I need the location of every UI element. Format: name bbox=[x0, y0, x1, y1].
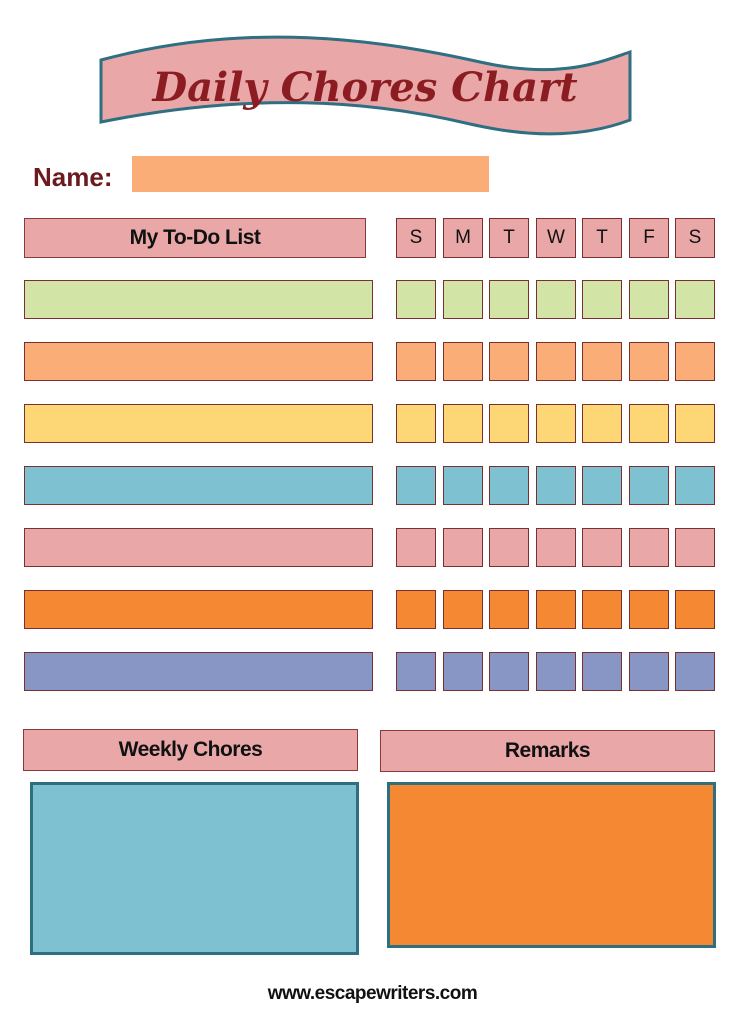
day-checkbox[interactable] bbox=[396, 466, 436, 505]
chore-task-field[interactable] bbox=[24, 652, 373, 691]
day-checkbox[interactable] bbox=[443, 652, 483, 691]
day-checkbox[interactable] bbox=[443, 280, 483, 319]
day-checkbox[interactable] bbox=[582, 466, 622, 505]
day-checkbox[interactable] bbox=[675, 466, 715, 505]
day-checkbox[interactable] bbox=[629, 590, 669, 629]
day-checkbox[interactable] bbox=[396, 652, 436, 691]
day-checkbox[interactable] bbox=[675, 652, 715, 691]
day-checkbox[interactable] bbox=[582, 590, 622, 629]
chore-task-field[interactable] bbox=[24, 528, 373, 567]
day-checkbox[interactable] bbox=[536, 652, 576, 691]
day-checkbox[interactable] bbox=[443, 342, 483, 381]
day-checkbox[interactable] bbox=[582, 528, 622, 567]
day-checkbox[interactable] bbox=[489, 280, 529, 319]
day-checkbox[interactable] bbox=[396, 280, 436, 319]
day-checkbox[interactable] bbox=[396, 528, 436, 567]
day-checkbox[interactable] bbox=[629, 466, 669, 505]
footer-url: www.escapewriters.com bbox=[267, 983, 478, 1004]
day-checkbox[interactable] bbox=[443, 404, 483, 443]
name-field[interactable] bbox=[132, 156, 489, 192]
day-checkbox[interactable] bbox=[396, 404, 436, 443]
day-header: W bbox=[536, 218, 576, 258]
day-checkbox[interactable] bbox=[675, 280, 715, 319]
day-checkbox[interactable] bbox=[489, 528, 529, 567]
day-checkbox[interactable] bbox=[629, 652, 669, 691]
day-checkbox[interactable] bbox=[489, 404, 529, 443]
day-checkbox[interactable] bbox=[629, 280, 669, 319]
day-checkbox[interactable] bbox=[489, 590, 529, 629]
day-checkbox[interactable] bbox=[489, 466, 529, 505]
day-checkbox[interactable] bbox=[396, 342, 436, 381]
name-label: Name: bbox=[33, 162, 113, 192]
day-header: T bbox=[489, 218, 529, 258]
day-checkbox[interactable] bbox=[443, 528, 483, 567]
remarks-box[interactable] bbox=[387, 782, 716, 948]
day-checkbox[interactable] bbox=[489, 652, 529, 691]
chore-task-field[interactable] bbox=[24, 342, 373, 381]
weekly-chores-header: Weekly Chores bbox=[23, 729, 358, 771]
day-checkbox[interactable] bbox=[536, 280, 576, 319]
todo-list-header: My To-Do List bbox=[24, 218, 366, 258]
day-checkbox[interactable] bbox=[536, 528, 576, 567]
day-header: S bbox=[675, 218, 715, 258]
day-checkbox[interactable] bbox=[443, 466, 483, 505]
day-header: F bbox=[629, 218, 669, 258]
day-header: M bbox=[443, 218, 483, 258]
day-checkbox[interactable] bbox=[582, 342, 622, 381]
chore-task-field[interactable] bbox=[24, 590, 373, 629]
day-checkbox[interactable] bbox=[675, 590, 715, 629]
day-checkbox[interactable] bbox=[443, 590, 483, 629]
title-banner bbox=[99, 35, 632, 136]
chore-task-field[interactable] bbox=[24, 280, 373, 319]
day-checkbox[interactable] bbox=[582, 404, 622, 443]
day-checkbox[interactable] bbox=[582, 652, 622, 691]
day-checkbox[interactable] bbox=[629, 404, 669, 443]
remarks-header: Remarks bbox=[380, 730, 715, 772]
day-checkbox[interactable] bbox=[536, 590, 576, 629]
day-checkbox[interactable] bbox=[629, 528, 669, 567]
day-header: T bbox=[582, 218, 622, 258]
day-checkbox[interactable] bbox=[536, 466, 576, 505]
chore-task-field[interactable] bbox=[24, 404, 373, 443]
chore-task-field[interactable] bbox=[24, 466, 373, 505]
day-checkbox[interactable] bbox=[536, 404, 576, 443]
day-checkbox[interactable] bbox=[675, 528, 715, 567]
weekly-chores-box[interactable] bbox=[30, 782, 359, 955]
day-checkbox[interactable] bbox=[489, 342, 529, 381]
day-header: S bbox=[396, 218, 436, 258]
day-checkbox[interactable] bbox=[396, 590, 436, 629]
day-checkbox[interactable] bbox=[629, 342, 669, 381]
day-checkbox[interactable] bbox=[675, 404, 715, 443]
day-checkbox[interactable] bbox=[675, 342, 715, 381]
day-checkbox[interactable] bbox=[536, 342, 576, 381]
page-title: Daily Chores Chart bbox=[152, 63, 578, 111]
day-checkbox[interactable] bbox=[582, 280, 622, 319]
